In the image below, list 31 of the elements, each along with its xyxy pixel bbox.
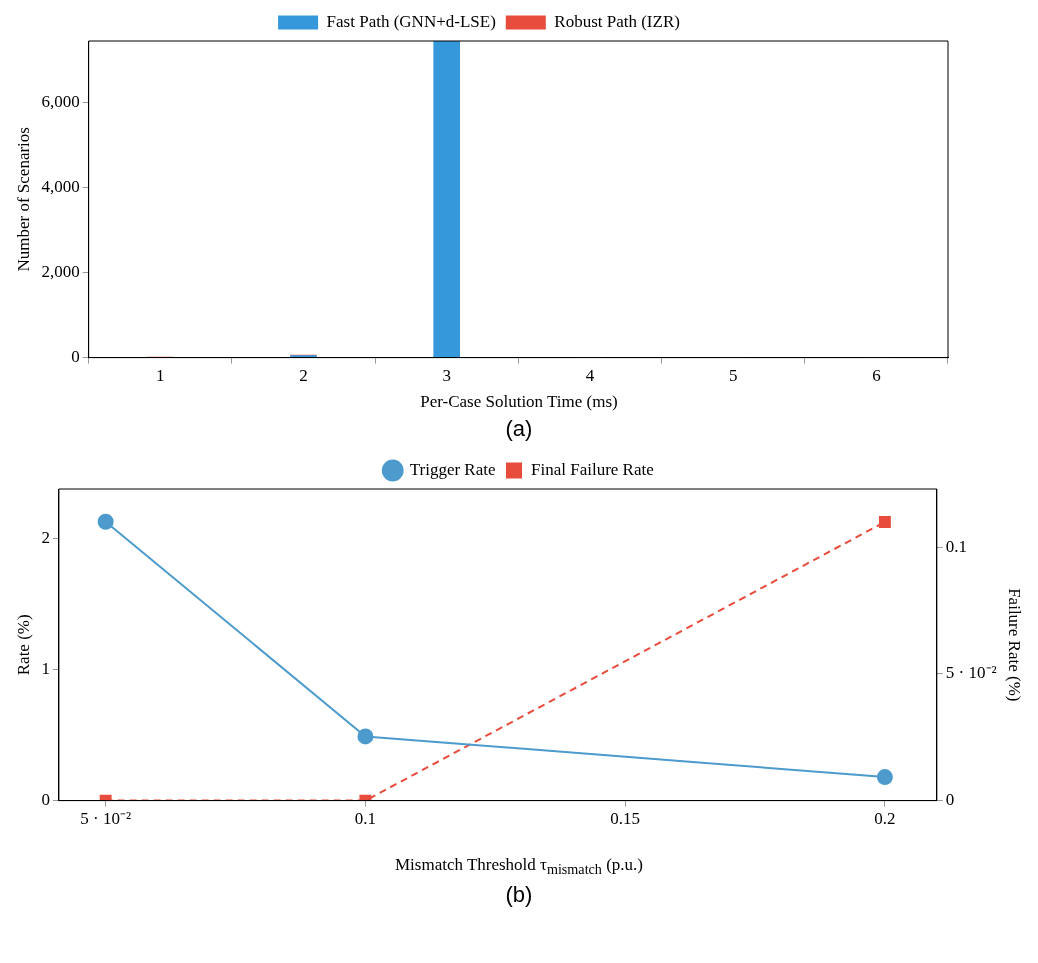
y-axis-title: Number of Scenarios [13,127,33,272]
x-tick-label: 4 [585,366,595,386]
y-tick-label: 0 [71,347,80,367]
y-tick-label: 2 [41,528,50,548]
y-tick-label: 2,000 [41,262,80,282]
x-tick-label: 6 [872,366,881,386]
x-tick-label: 1 [156,366,165,386]
x-tick-label: 0.1 [354,809,377,829]
x-axis-title: Per-Case Solution Time (ms) [419,392,619,412]
x-tick-label: 5 [728,366,738,386]
x-axis-title: Mismatch Threshold τ$_{mismatch}$ (p.u.) [393,855,645,879]
legend-label: Fast Path (GNN+d-LSE) [326,11,496,31]
legend-label: Robust Path (IZR) [554,11,680,31]
y-tick-label: 1 [41,659,50,679]
legend-label: Trigger Rate [409,459,496,479]
y2-tick-label: 0.1 [945,536,968,556]
y-axis-title: Rate (%) [13,614,33,676]
x-tick-label: 2 [299,366,308,386]
y2-axis-title: Failure Rate (%) [1005,588,1025,702]
y-tick-label: 4,000 [41,177,80,197]
x-tick-label: 5 · 10⁻² [80,809,132,829]
legend-label: Final Failure Rate [531,459,654,479]
x-tick-label: 0.15 [610,809,641,829]
x-tick-label: 3 [442,366,451,386]
y-tick-label: 6,000 [41,92,80,112]
y2-tick-label: 5 · 10⁻² [945,663,997,683]
text: (b) [504,882,534,909]
text: (a) [504,416,534,442]
y-tick-label: 0 [41,790,50,810]
y2-tick-label: 0 [945,790,955,810]
x-tick-label: 0.2 [874,809,896,829]
